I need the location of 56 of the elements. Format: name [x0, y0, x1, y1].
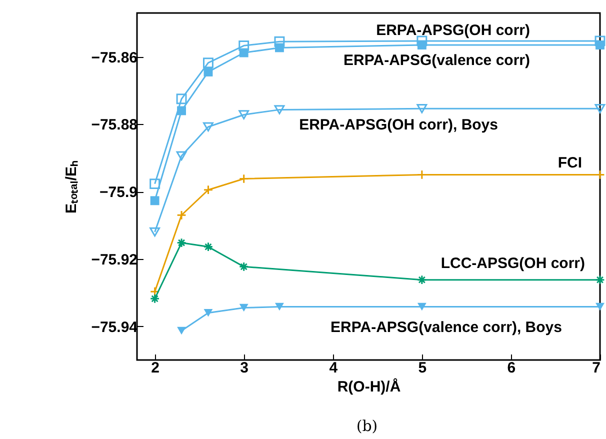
point — [274, 105, 285, 114]
point — [176, 238, 186, 248]
y-tick-label: −75.86 — [91, 49, 138, 66]
point — [238, 262, 249, 272]
point — [203, 184, 214, 195]
point — [203, 58, 214, 68]
point — [176, 151, 187, 160]
point — [150, 227, 160, 237]
x-tick-label: 6 — [507, 360, 516, 376]
x-tick-label: 3 — [240, 360, 249, 376]
point — [596, 302, 604, 311]
y-tick-label: −75.92 — [91, 251, 138, 268]
point — [203, 122, 214, 132]
x-tick-label: 2 — [151, 360, 160, 376]
point — [177, 326, 186, 335]
point — [596, 40, 604, 50]
point — [176, 210, 186, 220]
point — [417, 40, 426, 50]
point — [203, 242, 214, 252]
series-label: FCI — [558, 154, 582, 172]
point — [238, 110, 250, 120]
point — [416, 104, 428, 114]
point — [274, 36, 285, 47]
point — [150, 178, 160, 190]
x-tick-label: 4 — [329, 360, 338, 376]
point — [595, 274, 605, 285]
point — [204, 308, 213, 317]
series-label: ERPA-APSG(valence corr), Boys — [330, 318, 562, 336]
point — [417, 302, 426, 311]
point — [177, 106, 186, 116]
point — [238, 40, 250, 51]
y-tick-label: −75.94 — [91, 318, 138, 336]
point — [239, 304, 248, 312]
text: (b) — [356, 417, 378, 435]
y-tick-label: −75.88 — [91, 116, 138, 134]
series-label: LCC-APSG(OH corr) — [440, 254, 586, 272]
point — [594, 104, 606, 114]
series-label: ERPA-APSG(valence corr) — [344, 52, 530, 70]
series-label: ERPA-APSG(OH corr), Boys — [299, 116, 498, 134]
series-label: ERPA-APSG(OH corr) — [376, 22, 530, 39]
x-tick-label: 5 — [418, 360, 427, 376]
point — [594, 36, 606, 46]
point — [150, 294, 160, 304]
y-axis-title: Eₜₒₜₐₗ/Eₕ — [63, 160, 80, 214]
point — [176, 94, 187, 104]
point — [239, 48, 248, 58]
x-axis-title: R(O-H)/Å — [337, 378, 401, 396]
point — [238, 174, 249, 184]
point — [274, 302, 284, 311]
point — [416, 274, 427, 285]
point — [150, 286, 160, 297]
point — [150, 196, 160, 206]
point — [274, 43, 284, 52]
x-tick-label: 7 — [592, 360, 600, 376]
point — [204, 67, 213, 76]
y-tick-label: −75.9 — [100, 184, 138, 202]
